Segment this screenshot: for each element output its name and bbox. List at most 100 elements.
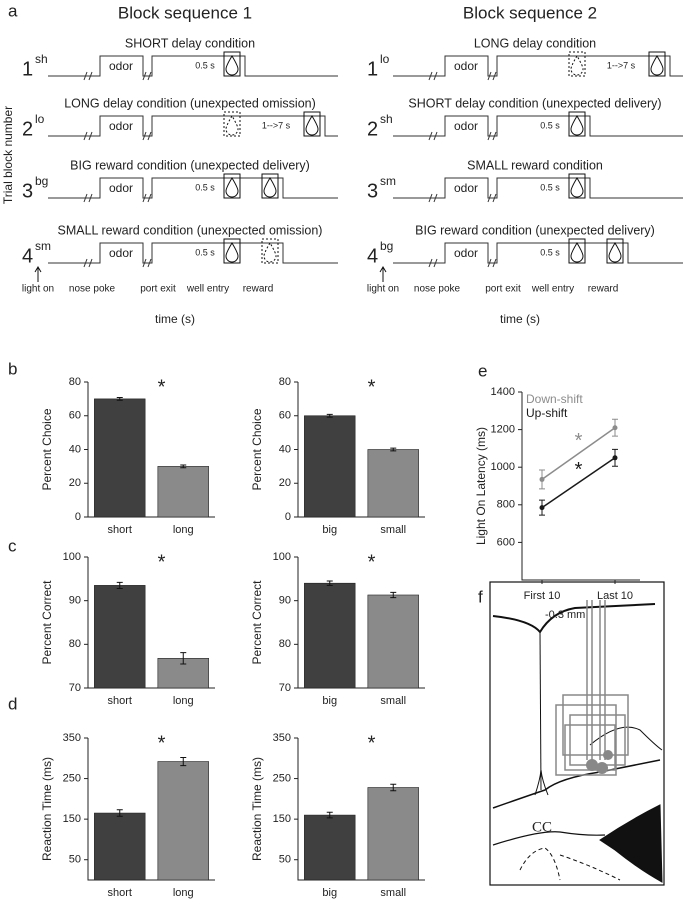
timeline [393, 242, 683, 264]
water-drop [263, 177, 277, 198]
y-tick-label: 40 [69, 443, 81, 455]
error-bar [180, 464, 187, 469]
delay-label: 1-->7 s [607, 60, 636, 70]
axis-break [428, 71, 438, 81]
odor-label: odor [109, 59, 133, 73]
reward-icon [261, 173, 279, 199]
x-tick-label: big [322, 695, 337, 707]
significance-mark: * [158, 732, 166, 754]
y-tick-label: 100 [273, 551, 291, 563]
timeline [48, 115, 338, 137]
odor-label: odor [454, 181, 478, 195]
reward-icon [303, 111, 321, 137]
event-label: well entry [531, 284, 574, 295]
error-bar [390, 447, 397, 452]
y-tick-label: 150 [273, 813, 291, 825]
block-number: 1 [22, 58, 33, 80]
y-axis-label: Percent Correct [250, 580, 264, 665]
error-bar [390, 783, 397, 792]
axis-break [487, 71, 497, 81]
icon-frame [223, 238, 241, 264]
axis-break [83, 193, 93, 203]
bar [367, 449, 419, 518]
y-axis-label: Percent Choice [40, 408, 54, 490]
series-line [541, 427, 616, 481]
axis-break [142, 71, 152, 81]
bar [304, 582, 356, 689]
data-point [612, 455, 618, 461]
y-axis-label: Reaction Time (ms) [250, 757, 264, 861]
axis-break [487, 193, 497, 203]
block-number: 2 [22, 118, 33, 140]
block-code: sm [380, 174, 396, 188]
y-tick-label: 250 [63, 772, 81, 784]
y-axis-label: Reaction Time (ms) [40, 757, 54, 861]
icon-frame [303, 111, 321, 137]
x-tick-label: long [173, 887, 194, 899]
block-number: 2 [367, 118, 378, 140]
icon-frame [261, 238, 279, 264]
water-drop [570, 177, 584, 198]
cortex-edge [492, 603, 656, 634]
condition-title: SHORT delay condition (unexpected delive… [408, 96, 661, 110]
error-bar [116, 581, 123, 589]
y-tick-label: 20 [279, 477, 291, 489]
y-axis-label: Percent Correct [40, 580, 54, 665]
y-tick-label: 80 [69, 638, 81, 650]
block-number: 3 [367, 180, 378, 202]
odor-label: odor [109, 246, 133, 260]
x-tick-label: First 10 [524, 590, 561, 602]
delay-label: 1-->7 s [262, 120, 291, 130]
block-code: sh [380, 112, 393, 126]
error-bar [326, 580, 333, 586]
condition-title: BIG reward condition (unexpected deliver… [70, 158, 310, 172]
significance-mark: * [368, 551, 376, 573]
x-tick-label: small [380, 887, 406, 899]
delay-label: 0.5 s [195, 60, 215, 70]
condition-title: LONG delay condition (unexpected omissio… [64, 96, 316, 110]
axis-break [428, 258, 438, 268]
bar [157, 466, 209, 518]
y-tick-label: 20 [69, 477, 81, 489]
data-point [612, 425, 618, 431]
icon-frame [568, 238, 586, 264]
lesion-mark [603, 750, 613, 760]
sequence-title: Block sequence 2 [463, 3, 597, 22]
event-label: light on [367, 284, 399, 295]
event-label: well entry [186, 284, 229, 295]
delay-label: 0.5 s [195, 182, 215, 192]
panel-label: f [478, 587, 483, 606]
water-drop [570, 55, 584, 76]
condition-title: BIG reward condition (unexpected deliver… [415, 223, 655, 237]
event-label: port exit [485, 284, 521, 295]
error-bar [326, 413, 333, 418]
bar [94, 398, 146, 518]
condition-title: SMALL reward condition (unexpected omiss… [58, 223, 323, 237]
timeline [393, 55, 683, 77]
x-tick-label: short [108, 887, 132, 899]
y-tick-label: 50 [69, 854, 81, 866]
y-tick-label: 350 [273, 732, 291, 744]
histology-drawing [489, 581, 665, 886]
axis-break [487, 131, 497, 141]
y-tick-label: 1200 [491, 424, 515, 436]
water-drop [263, 242, 277, 263]
y-tick-label: 80 [279, 376, 291, 388]
condition-title: SMALL reward condition [467, 158, 603, 172]
y-tick-label: 40 [279, 443, 291, 455]
y-tick-label: 50 [279, 854, 291, 866]
x-axis-label: time (s) [155, 312, 195, 326]
reward-icon [223, 51, 241, 77]
electrode-track [586, 600, 606, 760]
y-tick-label: 100 [63, 551, 81, 563]
y-tick-label: 150 [63, 813, 81, 825]
y-tick-label: 60 [69, 410, 81, 422]
odor-label: odor [109, 119, 133, 133]
condition-title: LONG delay condition [474, 36, 596, 50]
event-label: light on [22, 284, 54, 295]
icon-frame [223, 51, 241, 77]
light-arrow [34, 266, 42, 282]
error-bar [326, 811, 333, 819]
icon-frame [568, 111, 586, 137]
